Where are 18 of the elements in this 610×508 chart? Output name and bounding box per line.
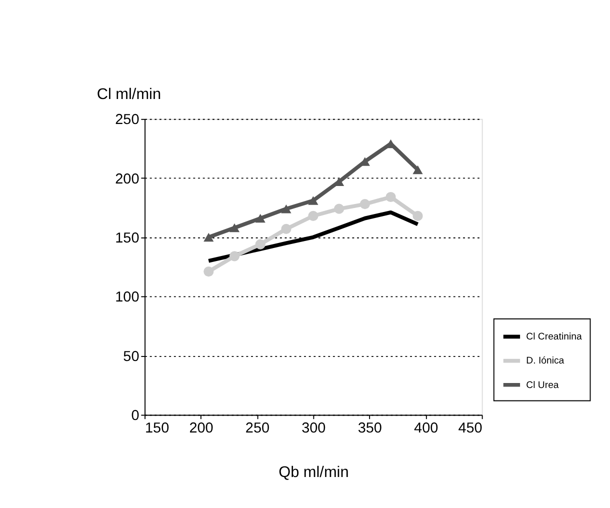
x-tick-label: 250	[245, 420, 270, 437]
y-tick-label: 250	[115, 112, 140, 128]
x-tick-label: 150	[145, 420, 170, 437]
legend-label: D. Iónica	[526, 356, 565, 367]
y-tick-label: 100	[115, 290, 140, 306]
y-tick-label: 150	[115, 230, 140, 247]
x-tick-label: 450	[458, 420, 482, 437]
x-tick-label: 350	[358, 420, 382, 437]
y-tick-label: 200	[115, 171, 140, 188]
legend-label: Cl Urea	[526, 380, 560, 391]
x-tick-label: 200	[189, 420, 214, 437]
y-tick-label: 50	[123, 348, 140, 365]
legend-label: Cl Creatinina	[526, 332, 582, 343]
x-tick-label: 300	[302, 420, 326, 437]
x-tick-label: 400	[414, 420, 438, 437]
y-tick-label: 0	[131, 408, 140, 424]
x-axis-title: Qb ml/min	[278, 464, 349, 481]
y-axis-title: Cl ml/min	[96, 86, 162, 104]
